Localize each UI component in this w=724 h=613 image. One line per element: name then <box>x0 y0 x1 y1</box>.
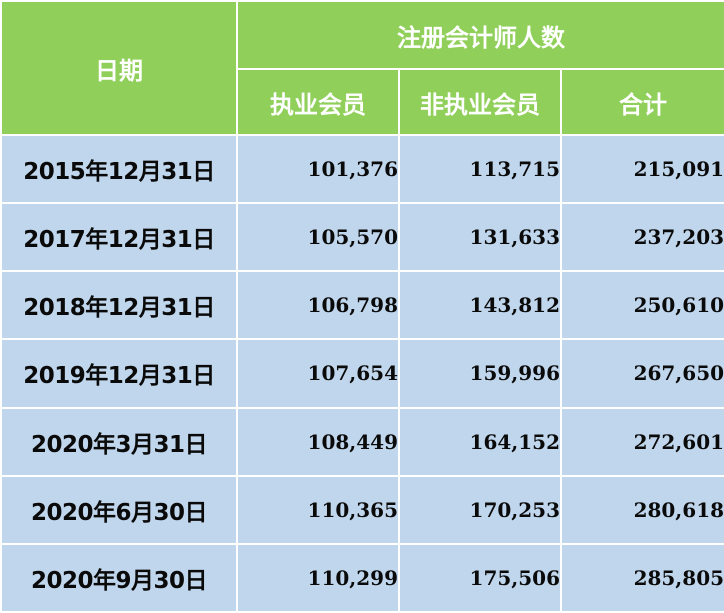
date-cell: 2020年6月30日 <box>0 474 238 545</box>
practicing-cell: 101,376 <box>236 133 400 205</box>
date-cell: 2020年3月31日 <box>0 406 238 477</box>
date-cell: 2015年12月31日 <box>0 133 238 205</box>
table-row: 2018年12月31日 106,798 143,812 250,610 <box>0 270 724 341</box>
table-row: 2019年12月31日 107,654 159,996 267,650 <box>0 338 724 409</box>
non-practicing-cell: 170,253 <box>398 474 562 545</box>
practicing-cell: 110,299 <box>236 542 400 613</box>
non-practicing-cell: 143,812 <box>398 270 562 341</box>
total-cell: 237,203 <box>559 202 724 273</box>
practicing-members-header: 执业会员 <box>236 68 400 136</box>
total-cell: 250,610 <box>559 270 724 341</box>
practicing-cell: 108,449 <box>236 406 400 477</box>
group-column-header: 注册会计师人数 <box>235 0 724 70</box>
non-practicing-cell: 159,996 <box>398 338 562 409</box>
total-cell: 267,650 <box>559 338 724 409</box>
total-cell: 285,805 <box>559 542 724 613</box>
non-practicing-cell: 175,506 <box>398 542 562 613</box>
date-cell: 2019年12月31日 <box>0 338 238 409</box>
practicing-cell: 110,365 <box>236 474 400 545</box>
table-row: 2020年6月30日 110,365 170,253 280,618 <box>0 474 724 545</box>
total-cell: 272,601 <box>559 406 724 477</box>
practicing-cell: 107,654 <box>236 338 400 409</box>
table-row: 2017年12月31日 105,570 131,633 237,203 <box>0 202 724 273</box>
date-column-header: 日期 <box>0 0 238 136</box>
non-practicing-cell: 164,152 <box>398 406 562 477</box>
total-header: 合计 <box>559 68 724 136</box>
header-row-top: 日期 注册会计师人数 <box>0 0 724 136</box>
non-practicing-cell: 113,715 <box>398 133 562 205</box>
date-cell: 2020年9月30日 <box>0 542 238 613</box>
table-row: 2020年3月31日 108,449 164,152 272,601 <box>0 406 724 477</box>
practicing-cell: 105,570 <box>236 202 400 273</box>
non-practicing-cell: 131,633 <box>398 202 562 273</box>
total-cell: 280,618 <box>559 474 724 545</box>
date-cell: 2018年12月31日 <box>0 270 238 341</box>
total-cell: 215,091 <box>559 133 724 205</box>
practicing-cell: 106,798 <box>236 270 400 341</box>
table-row: 2015年12月31日 101,376 113,715 215,091 <box>0 133 724 205</box>
non-practicing-members-header: 非执业会员 <box>398 68 562 136</box>
date-cell: 2017年12月31日 <box>0 202 238 273</box>
header-row-sub: 执业会员 非执业会员 合计 <box>1 68 724 136</box>
table-row: 2020年9月30日 110,299 175,506 285,805 <box>0 542 724 613</box>
